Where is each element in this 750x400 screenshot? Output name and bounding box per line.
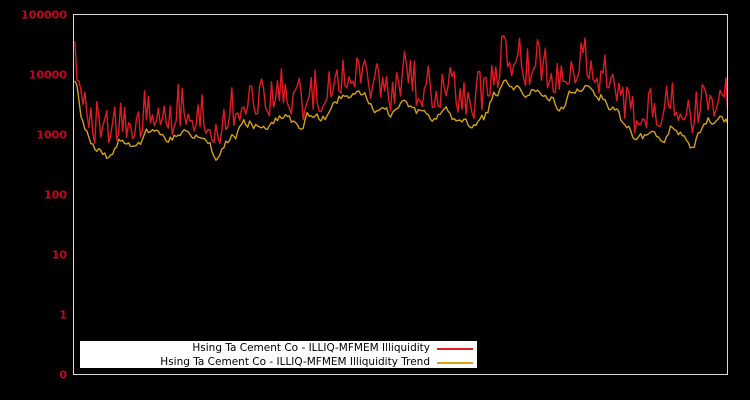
ytick-label-0: 0 [59,368,67,382]
series-line-illiquidity [74,35,727,145]
ytick-label-100000: 100000 [21,8,67,22]
series-line-illiquidity-trend [74,79,727,161]
ytick-label-10: 10 [51,248,67,262]
ytick-label-100: 100 [44,188,67,202]
plot-area [73,14,728,375]
ytick-label-1: 1 [59,308,67,322]
ytick-label-10000: 10000 [28,68,67,82]
legend-swatch-illiquidity-trend [437,362,473,364]
legend-label-illiquidity-trend: Hsing Ta Cement Co - ILLIQ-MFMEM Illiqui… [160,356,430,368]
legend-swatch-illiquidity [437,348,473,350]
ytick-label-1000: 1000 [36,128,67,142]
legend-entry-illiquidity: Hsing Ta Cement Co - ILLIQ-MFMEM Illiqui… [80,342,477,355]
series-canvas [74,35,727,161]
legend-label-illiquidity: Hsing Ta Cement Co - ILLIQ-MFMEM Illiqui… [192,342,430,354]
legend-entry-illiquidity-trend: Hsing Ta Cement Co - ILLIQ-MFMEM Illiqui… [80,356,477,369]
legend: Hsing Ta Cement Co - ILLIQ-MFMEM Illiqui… [80,341,477,368]
